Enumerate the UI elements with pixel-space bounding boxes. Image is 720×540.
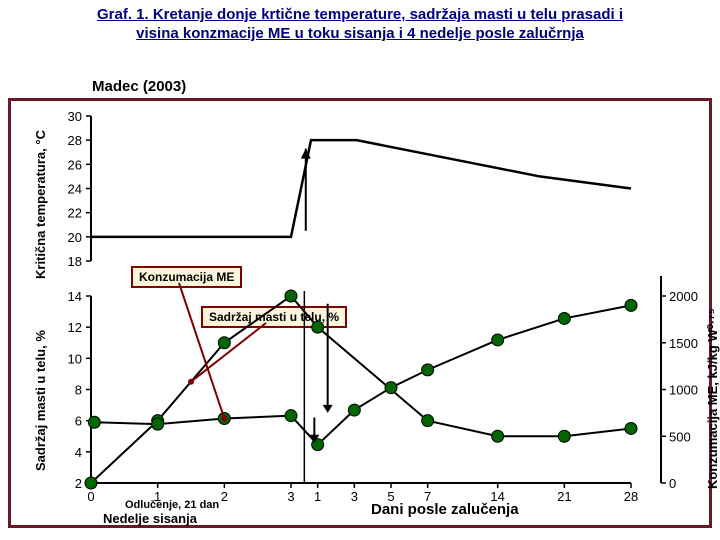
svg-text:4: 4 bbox=[75, 445, 82, 460]
svg-text:500: 500 bbox=[669, 429, 691, 444]
chart-frame: Kritična temperatura, °C Sadržaj masti u… bbox=[8, 98, 712, 528]
svg-text:21: 21 bbox=[557, 489, 571, 504]
svg-text:1000: 1000 bbox=[669, 383, 698, 398]
svg-text:24: 24 bbox=[68, 182, 82, 197]
svg-text:28: 28 bbox=[624, 489, 638, 504]
title-line-2: visina konzmacije ME u toku sisanja i 4 … bbox=[136, 25, 584, 42]
figure-title: Graf. 1. Kretanje donje krtične temperat… bbox=[0, 6, 720, 44]
svg-text:14: 14 bbox=[68, 289, 82, 304]
svg-text:2000: 2000 bbox=[669, 289, 698, 304]
svg-text:3: 3 bbox=[287, 489, 294, 504]
svg-text:0: 0 bbox=[87, 489, 94, 504]
svg-text:3: 3 bbox=[351, 489, 358, 504]
svg-text:0: 0 bbox=[669, 476, 676, 491]
svg-text:14: 14 bbox=[490, 489, 504, 504]
svg-text:2: 2 bbox=[221, 489, 228, 504]
svg-text:1: 1 bbox=[314, 489, 321, 504]
svg-text:1: 1 bbox=[154, 489, 161, 504]
svg-text:7: 7 bbox=[424, 489, 431, 504]
svg-text:12: 12 bbox=[68, 320, 82, 335]
svg-text:2: 2 bbox=[75, 476, 82, 491]
svg-text:26: 26 bbox=[68, 157, 82, 172]
svg-text:22: 22 bbox=[68, 206, 82, 221]
svg-text:28: 28 bbox=[68, 133, 82, 148]
svg-text:5: 5 bbox=[387, 489, 394, 504]
svg-text:10: 10 bbox=[68, 351, 82, 366]
chart-area: Kritična temperatura, °C Sadržaj masti u… bbox=[11, 101, 709, 525]
svg-text:6: 6 bbox=[75, 414, 82, 429]
citation-text: Madec (2003) bbox=[92, 78, 186, 95]
title-line-1: Graf. 1. Kretanje donje krtične temperat… bbox=[97, 6, 623, 23]
svg-text:18: 18 bbox=[68, 254, 82, 269]
svg-text:30: 30 bbox=[68, 109, 82, 124]
svg-text:20: 20 bbox=[68, 230, 82, 245]
chart-svg: 1820222426283024681012140500100015002000… bbox=[11, 101, 709, 525]
svg-text:8: 8 bbox=[75, 383, 82, 398]
svg-text:1500: 1500 bbox=[669, 336, 698, 351]
